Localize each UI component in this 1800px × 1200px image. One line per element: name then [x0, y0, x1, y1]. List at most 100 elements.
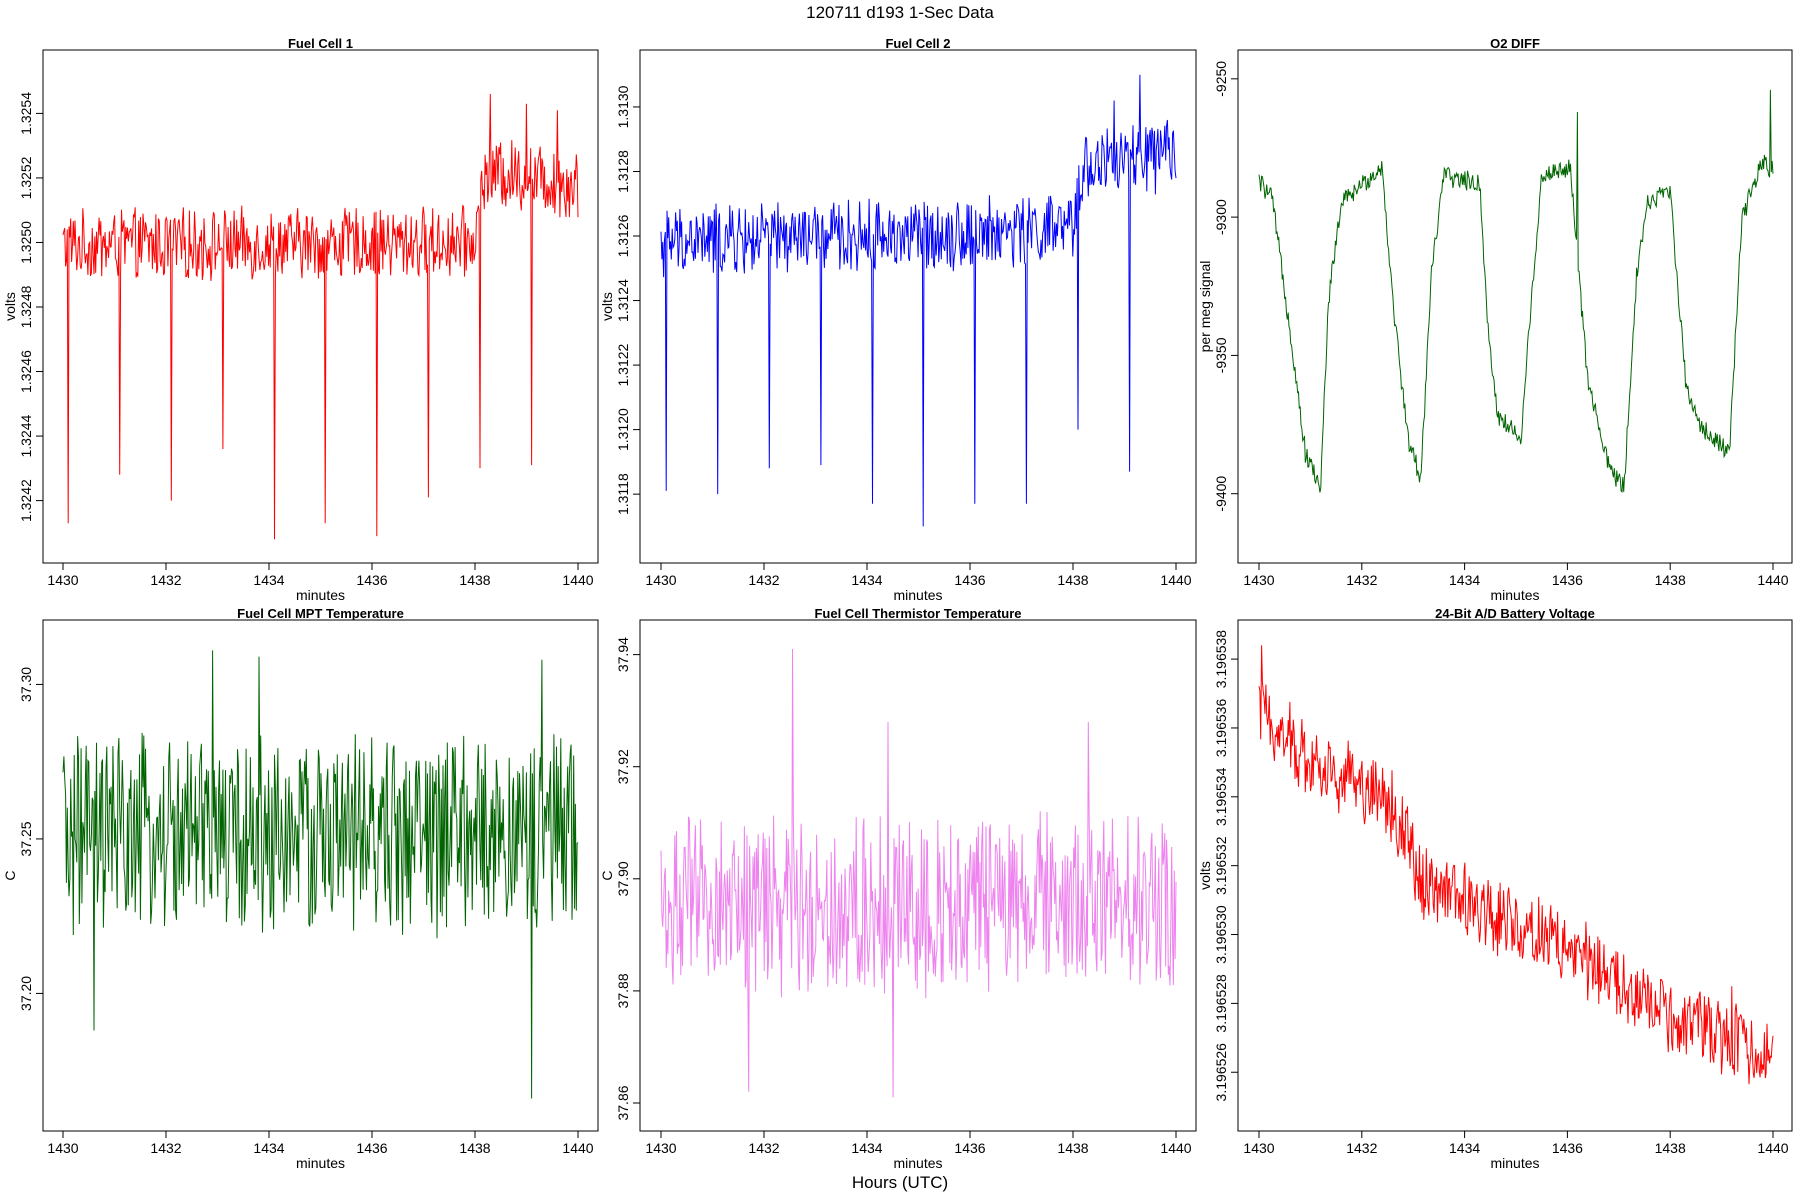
x-tick-label: 1438 [1655, 1140, 1686, 1156]
x-tick-label: 1432 [748, 572, 779, 588]
x-tick-label: 1438 [1655, 572, 1686, 588]
y-tick-label: -9300 [1213, 199, 1229, 235]
y-tick-label: 1.3246 [18, 350, 34, 393]
panel-title: O2 DIFF [1490, 36, 1540, 51]
panel-title: 24-Bit A/D Battery Voltage [1435, 606, 1595, 621]
x-tick-label: 1436 [954, 572, 985, 588]
x-tick-label: 1430 [47, 1140, 78, 1156]
x-tick-label: 1432 [150, 1140, 181, 1156]
figure-footer-label: Hours (UTC) [852, 1173, 948, 1192]
y-tick-label: 37.30 [18, 667, 34, 702]
x-tick-label: 1434 [253, 572, 284, 588]
x-tick-label: 1438 [459, 1140, 490, 1156]
y-tick-label: 1.3248 [18, 285, 34, 328]
x-tick-label: 1436 [954, 1140, 985, 1156]
x-tick-label: 1434 [253, 1140, 284, 1156]
y-axis-label: C [599, 870, 615, 880]
y-tick-label: 3.196528 [1213, 974, 1229, 1033]
plot-frame [42, 619, 599, 1132]
y-tick-label: 37.90 [615, 861, 631, 896]
x-axis-label: minutes [296, 1155, 345, 1171]
plot-frame [1237, 619, 1793, 1132]
x-tick-label: 1434 [1449, 1140, 1480, 1156]
x-tick-label: 1430 [1243, 572, 1274, 588]
y-tick-label: 1.3242 [18, 479, 34, 522]
plot-frame [639, 619, 1197, 1132]
x-tick-label: 1436 [356, 1140, 387, 1156]
y-tick-label: 3.196530 [1213, 905, 1229, 964]
y-tick-label: 37.88 [615, 973, 631, 1008]
x-axis-label: minutes [1490, 1155, 1539, 1171]
x-tick-label: 1432 [748, 1140, 779, 1156]
y-tick-label: 3.196532 [1213, 836, 1229, 895]
panel-title: Fuel Cell 1 [288, 36, 353, 51]
y-tick-label: 3.196534 [1213, 767, 1229, 826]
y-tick-label: 1.3122 [615, 343, 631, 386]
series-line [660, 648, 1177, 1098]
series-line [660, 74, 1177, 527]
y-tick-label: 1.3250 [18, 221, 34, 264]
y-axis-label: volts [2, 292, 18, 321]
x-tick-label: 1436 [356, 572, 387, 588]
panel-title: Fuel Cell Thermistor Temperature [814, 606, 1021, 621]
y-axis-label: volts [599, 292, 615, 321]
figure-title: 120711 d193 1-Sec Data [806, 3, 994, 22]
y-tick-label: 3.196536 [1213, 699, 1229, 758]
y-tick-label: 1.3128 [615, 150, 631, 193]
panel-title: Fuel Cell MPT Temperature [237, 606, 404, 621]
x-tick-label: 1436 [1552, 1140, 1583, 1156]
y-tick-label: 1.3254 [18, 92, 34, 135]
y-tick-label: 37.92 [615, 749, 631, 784]
chart-panel: O2 DIFF 1430 1432 1434 1436 1438 1440 minutes -9… [1197, 36, 1793, 603]
x-tick-label: 1432 [150, 572, 181, 588]
y-tick-label: 1.3244 [18, 414, 34, 457]
y-tick-label: 37.25 [18, 821, 34, 856]
x-tick-label: 1440 [562, 572, 593, 588]
x-tick-label: 1440 [1757, 1140, 1788, 1156]
chart-panel: 24-Bit A/D Battery Voltage 1430 1432 1434 14… [1197, 606, 1793, 1171]
plot-frame [639, 49, 1197, 564]
x-tick-label: 1432 [1346, 1140, 1377, 1156]
panels-grid: Fuel Cell 1 1430 1432 1434 1436 1438 1440 minut… [2, 36, 1793, 1171]
y-tick-label: 1.3124 [615, 279, 631, 322]
x-tick-label: 1430 [645, 1140, 676, 1156]
x-tick-label: 1430 [47, 572, 78, 588]
chart-panel: Fuel Cell MPT Temperature 1430 1432 1434 143… [2, 606, 599, 1171]
y-tick-label: 1.3130 [615, 85, 631, 128]
x-axis-label: minutes [1490, 587, 1539, 603]
series-line [62, 650, 579, 1099]
y-axis-label: C [2, 870, 18, 880]
x-tick-label: 1434 [851, 1140, 882, 1156]
x-tick-label: 1436 [1552, 572, 1583, 588]
y-tick-label: 1.3252 [18, 156, 34, 199]
x-axis-label: minutes [296, 587, 345, 603]
x-tick-label: 1438 [1057, 1140, 1088, 1156]
chart-panel: Fuel Cell 1 1430 1432 1434 1436 1438 1440 minut… [2, 36, 599, 603]
x-tick-label: 1430 [645, 572, 676, 588]
x-tick-label: 1440 [1160, 572, 1191, 588]
y-tick-label: 1.3118 [615, 473, 631, 515]
x-tick-label: 1432 [1346, 572, 1377, 588]
y-tick-label: 37.94 [615, 637, 631, 672]
y-tick-label: 3.196538 [1213, 630, 1229, 689]
x-tick-label: 1434 [851, 572, 882, 588]
x-axis-label: minutes [893, 587, 942, 603]
y-tick-label: 37.20 [18, 976, 34, 1011]
y-tick-label: 3.196526 [1213, 1043, 1229, 1102]
chart-panel: Fuel Cell Thermistor Temperature 1430 1432… [599, 606, 1197, 1171]
x-tick-label: 1430 [1243, 1140, 1274, 1156]
series-line [62, 93, 579, 540]
x-tick-label: 1440 [562, 1140, 593, 1156]
x-tick-label: 1438 [459, 572, 490, 588]
y-axis-label: volts [1197, 861, 1213, 890]
y-tick-label: 1.3126 [615, 214, 631, 257]
series-line [1258, 89, 1774, 493]
y-tick-label: -9400 [1213, 476, 1229, 512]
x-tick-label: 1440 [1757, 572, 1788, 588]
y-tick-label: 1.3120 [615, 408, 631, 451]
panel-title: Fuel Cell 2 [885, 36, 950, 51]
y-axis-label: per meg signal [1197, 261, 1213, 353]
x-tick-label: 1434 [1449, 572, 1480, 588]
x-tick-label: 1438 [1057, 572, 1088, 588]
